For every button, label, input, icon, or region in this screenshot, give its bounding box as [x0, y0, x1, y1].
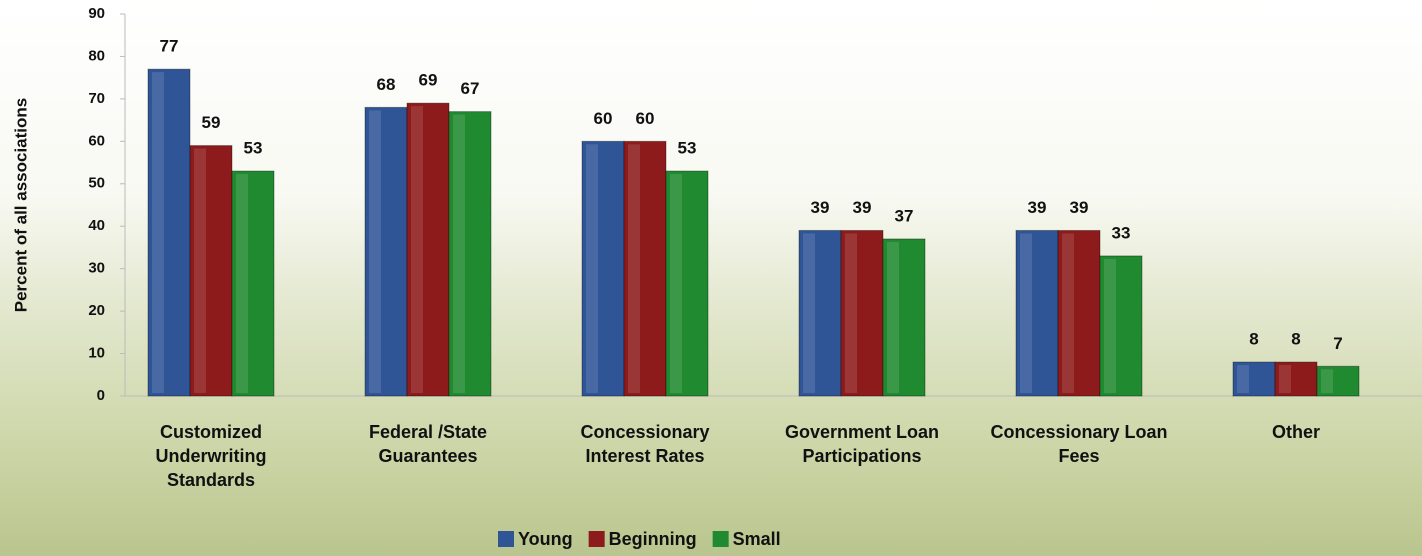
bar [1232, 361, 1276, 397]
label-line: Underwriting [156, 446, 267, 466]
y-tick-label: 50 [88, 175, 105, 192]
y-tick-label: 10 [88, 345, 105, 362]
y-axis-title: Percent of all associations [11, 98, 30, 312]
label-line: Standards [167, 470, 255, 490]
value-label: 39 [853, 198, 872, 217]
value-label: 53 [244, 139, 263, 158]
bar-highlight [628, 144, 640, 393]
legend-label: Small [733, 529, 781, 549]
x-tick-label: Customized Underwriting Standards [156, 422, 267, 490]
value-label: 53 [678, 139, 697, 158]
label-line: Other [1272, 422, 1320, 442]
label-line: Federal /State [369, 422, 487, 442]
x-tick-label: Concessionary Interest Rates [580, 422, 709, 466]
bar-highlight [236, 174, 248, 393]
bar [1316, 365, 1360, 397]
value-label: 60 [594, 109, 613, 128]
x-tick-label: Government Loan Participations [785, 422, 939, 466]
label-line: Government Loan [785, 422, 939, 442]
legend-label: Beginning [609, 529, 697, 549]
value-label: 37 [895, 206, 914, 225]
bar-highlight [670, 174, 682, 393]
legend-swatch [712, 531, 729, 547]
bar [364, 106, 408, 397]
bar [1099, 255, 1143, 397]
value-label: 67 [461, 79, 480, 98]
legend-swatch [498, 531, 514, 547]
y-tick-label: 90 [88, 5, 105, 22]
bar-highlight [887, 241, 899, 393]
label-line: Participations [802, 446, 921, 466]
label-line: Guarantees [378, 446, 477, 466]
bar [448, 111, 492, 397]
label-line: Concessionary Loan [990, 422, 1167, 442]
bar-highlight [194, 148, 206, 393]
legend-label: Young [518, 529, 573, 549]
value-label: 60 [636, 109, 655, 128]
value-label: 77 [160, 37, 179, 56]
label-line: Interest Rates [585, 446, 704, 466]
bar [1015, 229, 1059, 397]
bar [581, 140, 625, 397]
label-line: Customized [160, 422, 262, 442]
value-label: 33 [1112, 223, 1131, 242]
x-tick-label: Concessionary Loan Fees [990, 422, 1167, 466]
label-line: Concessionary [580, 422, 709, 442]
y-tick-label: 0 [97, 387, 105, 404]
bar [231, 170, 275, 397]
bar-highlight [1321, 369, 1333, 393]
bar [840, 229, 884, 397]
x-tick-label: Federal /State Guarantees [369, 422, 487, 466]
bar-highlight [1279, 365, 1291, 393]
y-tick-label: 30 [88, 260, 105, 277]
y-tick-label: 60 [88, 132, 105, 149]
y-tick-label: 20 [88, 302, 105, 319]
bar-highlight [1062, 233, 1074, 393]
bar [1274, 361, 1318, 397]
bar [147, 68, 191, 397]
bar-highlight [152, 72, 164, 393]
y-tick-label: 40 [88, 217, 105, 234]
bar [882, 238, 926, 397]
y-tick-label: 80 [88, 47, 105, 64]
bar-highlight [586, 144, 598, 393]
bar [623, 140, 667, 397]
bar [665, 170, 709, 397]
bar-highlight [453, 114, 465, 393]
legend-swatch [588, 531, 605, 547]
bar [406, 102, 450, 397]
value-label: 8 [1249, 330, 1258, 349]
bar-highlight [411, 106, 423, 393]
value-label: 39 [1028, 198, 1047, 217]
x-tick-label: Other [1272, 422, 1320, 442]
label-line: Fees [1058, 446, 1099, 466]
value-label: 68 [377, 75, 396, 94]
bar [1057, 229, 1101, 397]
bar-highlight [1237, 365, 1249, 393]
y-tick-label: 70 [88, 90, 105, 107]
value-label: 59 [202, 113, 221, 132]
bar-highlight [1104, 258, 1116, 393]
value-label: 69 [419, 71, 438, 90]
bar-highlight [845, 233, 857, 393]
value-label: 8 [1291, 330, 1300, 349]
bar-highlight [1020, 233, 1032, 393]
value-label: 39 [811, 198, 830, 217]
bar-highlight [803, 233, 815, 393]
value-label: 39 [1070, 198, 1089, 217]
bar-highlight [369, 110, 381, 393]
value-label: 7 [1333, 334, 1342, 353]
